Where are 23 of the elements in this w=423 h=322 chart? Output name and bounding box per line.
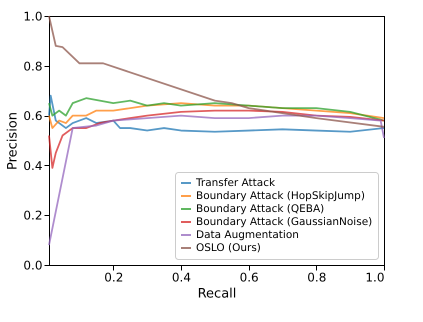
legend-label: Transfer Attack [195, 177, 276, 189]
y-tick-label: 0.0 [23, 258, 42, 272]
legend-label: Boundary Attack (HopSkipJump) [196, 190, 365, 202]
x-tick-label: 1.0 [365, 270, 384, 284]
y-tick-label: 0.6 [23, 109, 42, 124]
y-tick-label: 1.0 [23, 10, 42, 24]
legend-label: OSLO (Ours) [196, 242, 261, 254]
x-tick-label: 0.8 [307, 270, 326, 284]
x-tick-label: 0.2 [104, 270, 124, 284]
line-series [48, 97, 385, 122]
line-series [48, 15, 385, 128]
legend-label: Boundary Attack (GaussianNoise) [196, 216, 372, 228]
line-series [48, 94, 385, 133]
x-tick-label: 0.6 [240, 270, 259, 284]
x-tick-label: 0.4 [172, 270, 192, 284]
y-tick-label: 0.2 [23, 208, 42, 223]
line-series [48, 110, 385, 169]
y-tick-label: 0.8 [23, 59, 42, 74]
legend-label: Boundary Attack (QEBA) [196, 203, 324, 215]
legend-label: Data Augmentation [196, 229, 299, 241]
x-axis-title: Recall [198, 286, 236, 302]
y-axis-title: Precision [5, 112, 20, 170]
y-tick-label: 0.4 [23, 158, 42, 173]
